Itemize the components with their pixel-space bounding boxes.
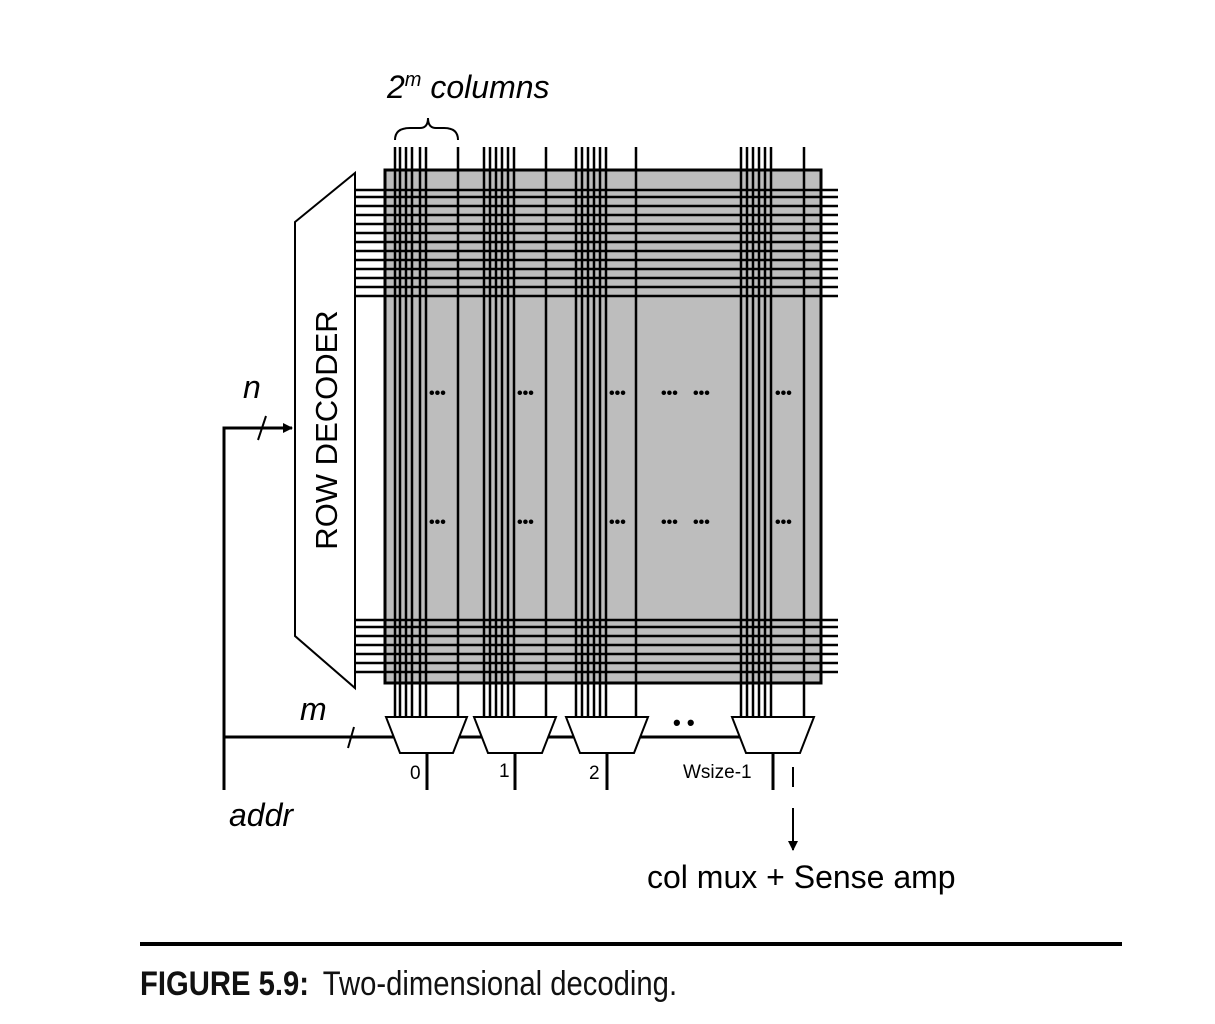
memory-array <box>385 170 821 683</box>
ellipsis-r2-c4: ••• <box>693 514 710 531</box>
row-decoder-label: ROW DECODER <box>309 310 344 549</box>
ellipsis-r1-c5: ••• <box>775 385 792 402</box>
n-label: n <box>243 369 261 405</box>
column-mux-1: 1 <box>474 717 556 790</box>
mux-ellipsis: • • <box>673 710 695 735</box>
figure-caption: FIGURE 5.9: Two-dimensional decoding. <box>140 965 677 1004</box>
mux-label-last: Wsize-1 <box>683 762 752 783</box>
ellipsis-r1-c1: ••• <box>517 385 534 402</box>
ellipsis-r2-c1: ••• <box>517 514 534 531</box>
ellipsis-r2-c2: ••• <box>609 514 626 531</box>
decoding-diagram: 2m columns ROW DECODER n m addr 0 1 2 • … <box>0 0 1215 940</box>
addr-label: addr <box>229 797 294 833</box>
ellipsis-r2-c3: ••• <box>661 514 678 531</box>
column-mux-last: Wsize-1 <box>683 717 814 790</box>
ellipsis-r2-c0: ••• <box>429 514 446 531</box>
ellipsis-r2-c5: ••• <box>775 514 792 531</box>
ellipsis-r1-c2: ••• <box>609 385 626 402</box>
mux-label-0: 0 <box>410 763 421 784</box>
m-label: m <box>300 691 327 727</box>
mux-label-2: 2 <box>589 763 600 784</box>
caption-rule <box>140 942 1122 946</box>
columns-label: 2m columns <box>386 69 550 105</box>
column-mux-0: 0 <box>386 717 467 790</box>
columns-brace <box>395 118 458 140</box>
output-label: col mux + Sense amp <box>647 859 956 895</box>
ellipsis-r1-c4: ••• <box>693 385 710 402</box>
ellipsis-r1-c0: ••• <box>429 385 446 402</box>
figure-label: FIGURE 5.9: <box>140 965 309 1003</box>
figure-title: Two-dimensional decoding. <box>323 965 677 1003</box>
ellipsis-r1-c3: ••• <box>661 385 678 402</box>
mux-label-1: 1 <box>499 761 510 782</box>
column-mux-2: 2 <box>566 717 648 790</box>
